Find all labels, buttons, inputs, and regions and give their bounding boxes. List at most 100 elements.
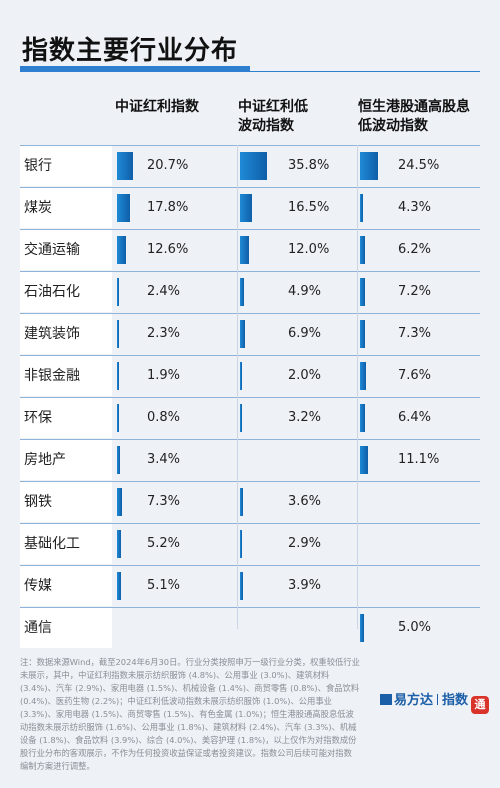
value-cell: 5.1%: [115, 566, 233, 606]
value-bar: [240, 572, 243, 600]
value-cell: 3.9%: [238, 566, 356, 606]
value-label: 2.3%: [147, 326, 181, 341]
table-row: 传媒 5.1% 3.9%: [20, 565, 480, 607]
value-label: 5.2%: [147, 536, 181, 551]
column-divider: [237, 145, 238, 629]
row-label: 基础化工: [20, 524, 112, 564]
value-bar: [117, 152, 133, 180]
value-cell: 2.0%: [238, 356, 356, 396]
value-bar: [240, 404, 243, 432]
value-bar: [360, 320, 366, 348]
table-row: 银行 20.7% 35.8% 24.5%: [20, 145, 480, 187]
value-bar: [117, 404, 119, 432]
row-label: 环保: [20, 398, 112, 438]
value-bar: [240, 488, 243, 516]
value-cell: 3.4%: [115, 440, 233, 480]
value-bar: [360, 404, 365, 432]
value-label: 16.5%: [288, 200, 330, 215]
value-bar: [240, 194, 253, 222]
value-label: 7.3%: [398, 326, 432, 341]
value-bar: [360, 446, 369, 474]
value-cell: 3.2%: [238, 398, 356, 438]
table-row: 基础化工 5.2% 2.9%: [20, 523, 480, 565]
brand-sub: 指数: [442, 693, 469, 708]
value-label: 17.8%: [147, 200, 189, 215]
brand-name: 易方达: [394, 693, 434, 708]
value-bar: [240, 362, 242, 390]
value-cell: 6.2%: [358, 230, 476, 270]
row-label: 石油石化: [20, 272, 112, 312]
industry-table: 银行 20.7% 35.8% 24.5% 煤炭 17.8% 16.5% 4.3% 交通运输 12.…: [20, 145, 480, 649]
value-label: 3.6%: [288, 494, 322, 509]
value-label: 3.2%: [288, 410, 322, 425]
value-label: 0.8%: [147, 410, 181, 425]
brand-mark-icon: [380, 694, 392, 705]
table-row: 煤炭 17.8% 16.5% 4.3%: [20, 187, 480, 229]
column-header-2: 中证红利低 波动指数: [238, 98, 308, 136]
page-title: 指数主要行业分布: [22, 36, 239, 66]
row-label: 通信: [20, 608, 112, 648]
value-bar: [360, 194, 364, 222]
row-label: 银行: [20, 146, 112, 186]
value-bar: [360, 152, 379, 180]
table-row: 石油石化 2.4% 4.9% 7.2%: [20, 271, 480, 313]
value-cell: 7.3%: [115, 482, 233, 522]
value-cell: 4.3%: [358, 188, 476, 228]
value-cell: 12.0%: [238, 230, 356, 270]
value-label: 7.6%: [398, 368, 432, 383]
row-label: 非银金融: [20, 356, 112, 396]
value-label: 35.8%: [288, 158, 330, 173]
column-header-line: 恒生港股通高股息: [358, 99, 470, 115]
column-header-line: 中证红利指数: [115, 99, 199, 115]
value-bar: [117, 320, 119, 348]
value-bar: [117, 362, 119, 390]
value-bar: [360, 614, 364, 642]
table-row: 钢铁 7.3% 3.6%: [20, 481, 480, 523]
table-row: 通信 5.0%: [20, 607, 480, 649]
value-label: 24.5%: [398, 158, 440, 173]
value-label: 11.1%: [398, 452, 440, 467]
value-cell: 20.7%: [115, 146, 233, 186]
row-label: 传媒: [20, 566, 112, 606]
table-row: 交通运输 12.6% 12.0% 6.2%: [20, 229, 480, 271]
value-cell: 0.8%: [115, 398, 233, 438]
value-label: 7.3%: [147, 494, 181, 509]
value-bar: [117, 446, 120, 474]
value-label: 5.0%: [398, 620, 432, 635]
row-label: 建筑装饰: [20, 314, 112, 354]
value-label: 7.2%: [398, 284, 432, 299]
stamp-icon: 通: [471, 696, 490, 714]
table-row: 环保 0.8% 3.2% 6.4%: [20, 397, 480, 439]
value-label: 3.9%: [288, 578, 322, 593]
value-label: 6.4%: [398, 410, 432, 425]
value-cell: 4.9%: [238, 272, 356, 312]
value-cell: 11.1%: [358, 440, 476, 480]
value-label: 20.7%: [147, 158, 189, 173]
title-underline: [20, 71, 480, 72]
value-cell: 2.3%: [115, 314, 233, 354]
column-header-line: 低波动指数: [358, 118, 428, 134]
value-cell: 35.8%: [238, 146, 356, 186]
value-bar: [360, 278, 366, 306]
value-bar: [240, 236, 249, 264]
value-cell: 7.3%: [358, 314, 476, 354]
column-header-1: 中证红利指数: [115, 98, 199, 117]
footnote: 注：数据来源Wind，截至2024年6月30日。行业分类按照申万一级行业分类，权…: [20, 657, 360, 771]
column-divider: [357, 145, 358, 629]
value-bar: [117, 278, 119, 306]
value-cell: 2.4%: [115, 272, 233, 312]
value-label: 12.6%: [147, 242, 189, 257]
value-bar: [360, 236, 365, 264]
value-label: 6.2%: [398, 242, 432, 257]
value-label: 3.4%: [147, 452, 181, 467]
value-bar: [117, 194, 131, 222]
column-header-line: 中证红利低: [238, 99, 308, 115]
column-header-3: 恒生港股通高股息 低波动指数: [358, 98, 470, 136]
value-cell: 6.9%: [238, 314, 356, 354]
value-cell: 2.9%: [238, 524, 356, 564]
value-cell: 7.6%: [358, 356, 476, 396]
value-cell: 17.8%: [115, 188, 233, 228]
value-bar: [240, 320, 246, 348]
table-row: 非银金融 1.9% 2.0% 7.6%: [20, 355, 480, 397]
table-row: 建筑装饰 2.3% 6.9% 7.3%: [20, 313, 480, 355]
